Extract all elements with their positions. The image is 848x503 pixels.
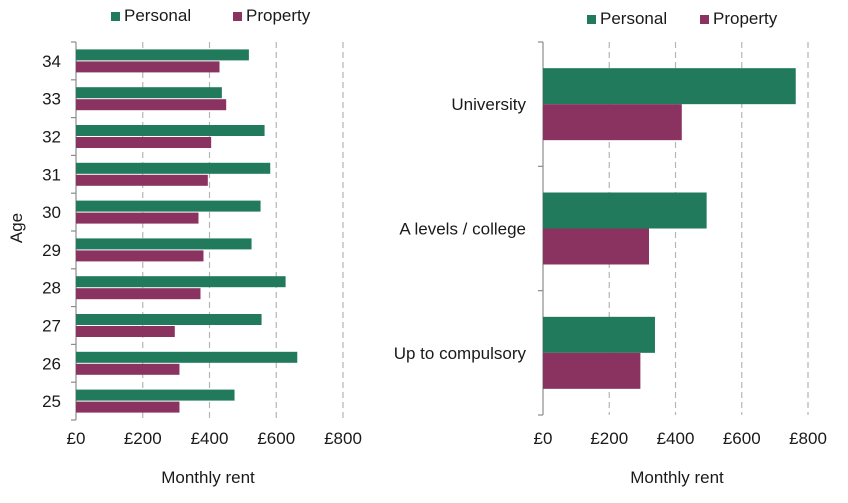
legend-label: Personal (124, 6, 191, 25)
bar-property (76, 99, 227, 111)
legend-swatch-personal (587, 15, 596, 24)
x-tick-label: £200 (124, 429, 162, 448)
category-label: Up to compulsory (394, 344, 527, 363)
category-label: 27 (42, 317, 61, 336)
bar-personal (76, 238, 252, 250)
x-tick-label: £400 (191, 429, 229, 448)
x-tick-label: £0 (67, 429, 86, 448)
legend-label: Property (713, 9, 778, 28)
legend-swatch-personal (111, 12, 120, 21)
category-label: 31 (42, 165, 61, 184)
category-label: University (451, 95, 526, 114)
legend: Personal Property (111, 6, 311, 25)
bar-property (76, 363, 180, 375)
category-label: 33 (42, 90, 61, 109)
bar-personal (76, 125, 265, 136)
bar-property (76, 61, 220, 73)
bar-property (76, 212, 199, 224)
bar-property (76, 174, 208, 186)
bar-property (76, 401, 180, 413)
bar-property (543, 104, 682, 141)
category-label: 34 (42, 52, 61, 71)
bar-property (543, 352, 641, 389)
category-label: 28 (42, 279, 61, 298)
x-tick-label: £200 (590, 429, 628, 448)
x-tick-label: £600 (257, 429, 295, 448)
bar-property (76, 326, 175, 337)
y-axis-title: Age (7, 213, 26, 243)
bar-personal (76, 49, 249, 61)
bar-personal (76, 314, 262, 325)
bar-personal (76, 87, 222, 99)
bar-personal (76, 200, 261, 212)
chart-panel-1: £0 £200 £400 £600 £800 University A levels / c… (394, 9, 827, 487)
x-axis-title: Monthly rent (630, 468, 724, 487)
legend: Personal Property (587, 9, 778, 28)
bar-property (76, 250, 204, 262)
x-tick-label: £800 (324, 429, 362, 448)
bar-personal (76, 162, 271, 174)
legend-label: Property (246, 6, 311, 25)
bar-property (543, 228, 649, 265)
category-label: 32 (42, 128, 61, 147)
chart-panel-0: £0 £200 £400 £600 £800 34 33 32 31 30 29 28 27 26 25 Mo… (7, 6, 362, 487)
category-label: 29 (42, 241, 61, 260)
category-label: 25 (42, 392, 61, 411)
x-tick-label: £400 (657, 429, 695, 448)
x-axis-title: Monthly rent (161, 468, 255, 487)
bar-personal (76, 351, 298, 363)
legend-swatch-property (700, 15, 709, 24)
x-tick-label: £600 (723, 429, 761, 448)
bar-personal (543, 68, 796, 105)
bar-personal (543, 316, 655, 353)
legend-swatch-property (233, 12, 242, 21)
legend-label: Personal (600, 9, 667, 28)
x-tick-label: £800 (789, 429, 827, 448)
bar-personal (76, 276, 286, 288)
bar-property (76, 288, 201, 300)
bar-personal (76, 389, 235, 401)
category-label: 26 (42, 354, 61, 373)
bar-personal (543, 192, 707, 229)
category-label: 30 (42, 203, 61, 222)
x-tick-label: £0 (534, 429, 553, 448)
bar-property (76, 137, 212, 148)
category-label: A levels / college (399, 220, 526, 239)
